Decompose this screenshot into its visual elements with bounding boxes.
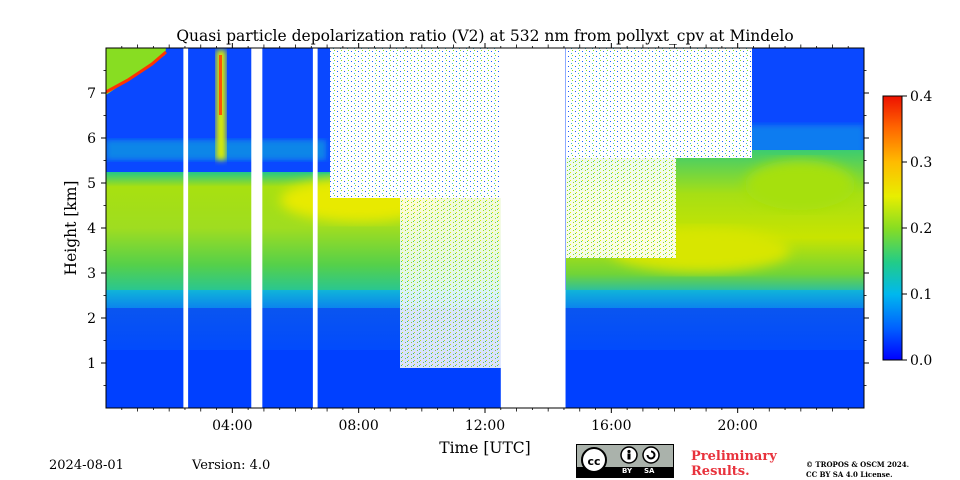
chart-marks: [183, 48, 566, 408]
preliminary-line-1: Preliminary: [691, 449, 777, 464]
preliminary-line-2: Results.: [691, 464, 750, 479]
cc-icon: cc: [577, 445, 673, 477]
x-tick-label-3: 16:00: [591, 418, 631, 434]
x-tick-label-0: 04:00: [212, 418, 252, 434]
colorbar-tick-label-1: 0.1: [910, 287, 932, 303]
noisy-region-midday-dust: [400, 198, 502, 368]
y-tick-label-6: 7: [87, 86, 96, 102]
noisy-region-midday: [330, 48, 502, 198]
colorbar-tick-label-0: 0.0: [910, 353, 932, 369]
colorbar-tick-label-4: 0.4: [910, 89, 932, 105]
ice-streak-core: [219, 55, 222, 115]
y-tick-label-1: 2: [87, 311, 96, 327]
cc-sa-label: SA: [644, 467, 655, 475]
y-axis-label: Height [km]: [62, 181, 80, 276]
axes: 04:00 08:00 12:00 16:00 20:00 1 2 3 4 5 6 7: [87, 43, 869, 434]
y-tick-label-2: 3: [87, 266, 96, 282]
no-data-gap-1: [251, 48, 263, 408]
noisy-region-afternoon-dust: [566, 158, 676, 258]
colorbar-ticks: 0.0 0.1 0.2 0.3 0.4: [902, 89, 932, 369]
cloud-edge-left: [106, 50, 167, 94]
colorbar-tick-label-3: 0.3: [910, 155, 932, 171]
no-data-gap-0: [183, 48, 189, 408]
heatmap-area: [106, 48, 864, 408]
version-label: Version: 4.0: [192, 458, 271, 473]
colorbar: [882, 95, 903, 361]
x-tick-label-2: 12:00: [465, 418, 505, 434]
date-label: 2024-08-01: [49, 458, 124, 473]
x-axis-label: Time [UTC]: [439, 439, 530, 457]
y-tick-label-5: 6: [87, 131, 96, 147]
dust-top-right: [745, 160, 855, 210]
cc-license-badge[interactable]: cc BY SA: [576, 444, 674, 478]
y-tick-label-3: 4: [87, 221, 96, 237]
chart-title: Quasi particle depolarization ratio (V2)…: [176, 27, 793, 45]
no-data-gap-3: [500, 48, 566, 408]
noisy-region-afternoon: [566, 48, 752, 158]
svg-text:cc: cc: [587, 455, 600, 468]
copyright-line-1: © TROPOS & OSCM 2024.: [806, 460, 910, 469]
cc-by-label: BY: [622, 467, 633, 475]
colorbar-tick-label-2: 0.2: [910, 221, 932, 237]
copyright-notice: © TROPOS & OSCM 2024. CC BY SA 4.0 Licen…: [806, 460, 909, 480]
y-tick-label-4: 5: [87, 176, 96, 192]
x-tick-label-4: 20:00: [717, 418, 757, 434]
copyright-line-2: CC BY SA 4.0 License.: [806, 470, 893, 479]
no-data-gap-2: [312, 48, 318, 408]
y-tick-label-0: 1: [87, 356, 96, 372]
x-tick-label-1: 08:00: [338, 418, 378, 434]
preliminary-notice: Preliminary Results.: [691, 449, 777, 479]
